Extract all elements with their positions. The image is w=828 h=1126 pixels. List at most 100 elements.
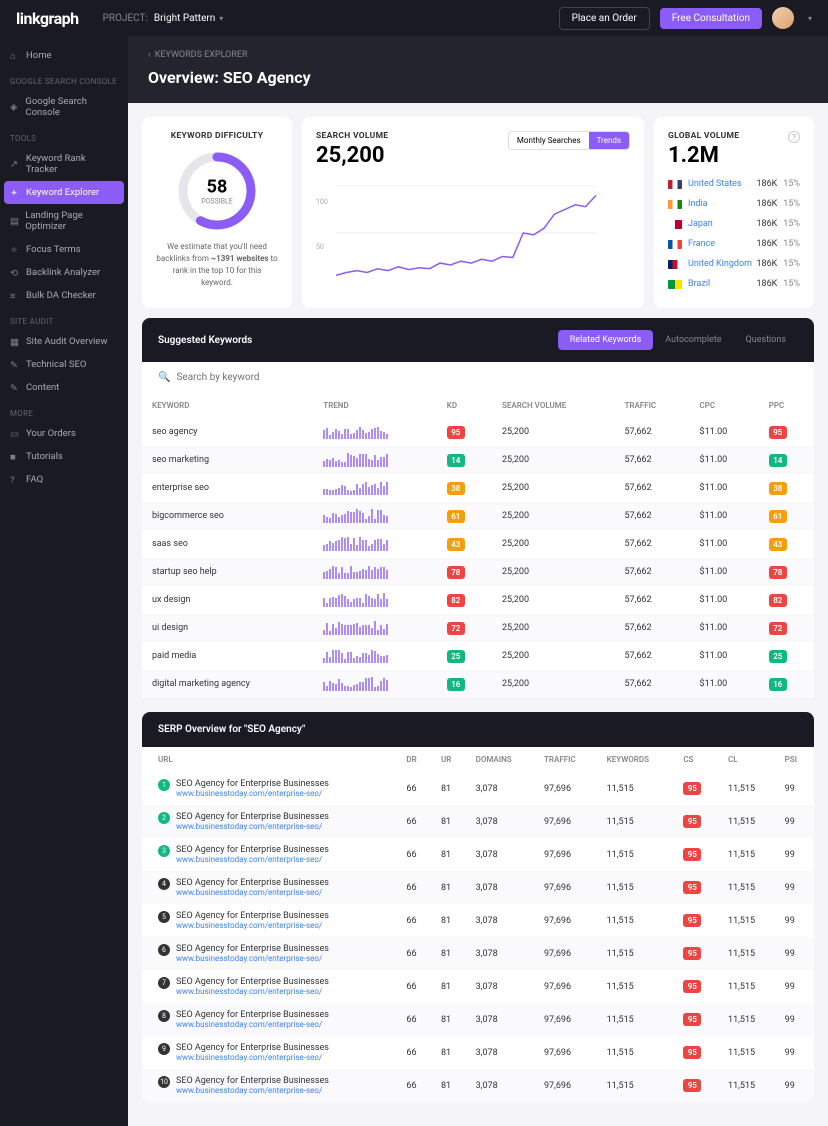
sidebar-item-landing-page-optimizer[interactable]: ▤ Landing Page Optimizer — [0, 204, 128, 238]
sv-cell: 25,200 — [492, 418, 614, 446]
place-order-button[interactable]: Place an Order — [559, 7, 650, 30]
sidebar-item-technical-seo[interactable]: ✎Technical SEO — [0, 353, 128, 376]
kd-badge: 38 — [447, 482, 465, 495]
home-icon: ⌂ — [10, 51, 20, 61]
keyword-row[interactable]: startup seo help7825,20057,662$11.0078 — [142, 558, 814, 586]
cpc-cell: $11.00 — [690, 474, 759, 502]
serp-row[interactable]: 6SEO Agency for Enterprise Businesseswww… — [142, 937, 814, 970]
keyword-row[interactable]: ui design7225,20057,662$11.0072 — [142, 614, 814, 642]
tab-questions[interactable]: Questions — [734, 330, 798, 350]
volume-tab-monthly-searches[interactable]: Monthly Searches — [509, 132, 589, 149]
country-row[interactable]: United States186K15% — [668, 174, 800, 194]
cs-badge: 95 — [683, 848, 701, 861]
keyword-row[interactable]: saas seo4325,20057,662$11.0043 — [142, 530, 814, 558]
sv-cell: 25,200 — [492, 530, 614, 558]
rank-badge: 4 — [158, 878, 170, 890]
sidebar-item-keyword-rank-tracker[interactable]: ↗Keyword Rank Tracker — [0, 147, 128, 181]
country-pct: 15% — [783, 279, 800, 289]
sidebar-item-your-orders[interactable]: ▭Your Orders — [0, 422, 128, 445]
difficulty-donut: 58 POSSIBLE — [177, 151, 257, 231]
back-icon[interactable]: ‹ — [148, 50, 151, 60]
serp-row[interactable]: 3SEO Agency for Enterprise Businesseswww… — [142, 838, 814, 871]
nav-label: Keyword Rank Tracker — [26, 153, 118, 175]
country-row[interactable]: Japan186K15% — [668, 214, 800, 234]
serp-row[interactable]: 7SEO Agency for Enterprise Businesseswww… — [142, 970, 814, 1003]
serp-row[interactable]: 9SEO Agency for Enterprise Businesseswww… — [142, 1036, 814, 1069]
serp-result-url: www.businesstoday.com/enterprise-seo/ — [176, 954, 329, 963]
keyword-row[interactable]: seo marketing1425,20057,662$11.0014 — [142, 446, 814, 474]
tab-autocomplete[interactable]: Autocomplete — [653, 330, 733, 350]
serp-result-url: www.businesstoday.com/enterprise-seo/ — [176, 888, 329, 897]
cs-badge: 95 — [683, 1013, 701, 1026]
sidebar-item-bulk-da-checker[interactable]: ≡Bulk DA Checker — [0, 284, 128, 307]
sidebar-item-google-search-console[interactable]: ◈Google Search Console — [0, 90, 128, 124]
trend-sparkline — [323, 509, 426, 523]
suggested-tabs: Related KeywordsAutocompleteQuestions — [558, 330, 798, 350]
card-title: SEARCH VOLUME — [316, 131, 388, 141]
country-row[interactable]: India186K15% — [668, 194, 800, 214]
rank-badge: 7 — [158, 977, 170, 989]
breadcrumb[interactable]: ‹ KEYWORDS EXPLORER — [128, 36, 828, 64]
faq-icon: ? — [10, 475, 20, 485]
country-name: United Kingdom — [688, 259, 756, 269]
keyword-row[interactable]: seo agency9525,20057,662$11.0095 — [142, 418, 814, 446]
serp-row[interactable]: 2SEO Agency for Enterprise Businesseswww… — [142, 805, 814, 838]
sidebar-item-backlink-analyzer[interactable]: ⟲Backlink Analyzer — [0, 261, 128, 284]
keyword-search-input[interactable] — [176, 372, 798, 383]
country-pct: 15% — [783, 239, 800, 249]
nav-label: Site Audit Overview — [26, 336, 107, 347]
keyword-row[interactable]: enterprise seo3825,20057,662$11.0038 — [142, 474, 814, 502]
landing-icon: ▤ — [10, 216, 19, 226]
volume-chart: 100 50 — [316, 178, 630, 288]
serp-result-url: www.businesstoday.com/enterprise-seo/ — [176, 921, 329, 930]
serp-row[interactable]: 5SEO Agency for Enterprise Businesseswww… — [142, 904, 814, 937]
serp-result-title: SEO Agency for Enterprise Businesses — [176, 944, 329, 954]
serp-row[interactable]: 4SEO Agency for Enterprise Businesseswww… — [142, 871, 814, 904]
card-title: GLOBAL VOLUME — [668, 131, 739, 141]
info-icon[interactable]: ? — [788, 131, 800, 143]
free-consultation-button[interactable]: Free Consultation — [660, 8, 762, 29]
nav-label: Focus Terms — [26, 244, 81, 255]
cpc-cell: $11.00 — [690, 530, 759, 558]
sidebar-item-faq[interactable]: ?FAQ — [0, 468, 128, 491]
kd-badge: 82 — [447, 594, 465, 607]
volume-tab-trends[interactable]: Trends — [589, 132, 629, 149]
sidebar-section-label: TOOLS — [0, 124, 128, 147]
keyword-row[interactable]: ux design8225,20057,662$11.0082 — [142, 586, 814, 614]
nav-label: Content — [26, 382, 59, 393]
keyword-row[interactable]: digital marketing agency1625,20057,662$1… — [142, 670, 814, 698]
keyword-row[interactable]: bigcommerce seo6125,20057,662$11.0061 — [142, 502, 814, 530]
serp-result-title: SEO Agency for Enterprise Businesses — [176, 1076, 329, 1086]
serp-row[interactable]: 8SEO Agency for Enterprise Businesseswww… — [142, 1003, 814, 1036]
user-avatar[interactable] — [772, 7, 794, 29]
sv-cell: 25,200 — [492, 670, 614, 698]
country-row[interactable]: United Kingdom186K15% — [668, 254, 800, 274]
sv-cell: 25,200 — [492, 642, 614, 670]
project-selector[interactable]: Bright Pattern — [154, 13, 215, 24]
sidebar-item-keyword-explorer[interactable]: ✦Keyword Explorer — [4, 181, 124, 204]
global-volume-card: GLOBAL VOLUME 1.2M ? United States186K15… — [654, 117, 814, 308]
sidebar-item-focus-terms[interactable]: ✧Focus Terms — [0, 238, 128, 261]
kd-badge: 25 — [447, 650, 465, 663]
kd-badge: 72 — [447, 622, 465, 635]
tab-related-keywords[interactable]: Related Keywords — [558, 330, 654, 350]
trend-sparkline — [323, 593, 426, 607]
nav-label: Landing Page Optimizer — [25, 210, 118, 232]
serp-row[interactable]: 10SEO Agency for Enterprise Businessesww… — [142, 1069, 814, 1102]
col-header: URL — [142, 747, 398, 772]
country-row[interactable]: Brazil186K15% — [668, 274, 800, 294]
country-row[interactable]: France186K15% — [668, 234, 800, 254]
keyword-row[interactable]: paid media2525,20057,662$11.0025 — [142, 642, 814, 670]
sidebar-item-site-audit-overview[interactable]: ▦Site Audit Overview — [0, 330, 128, 353]
nav-label: Bulk DA Checker — [26, 290, 96, 301]
country-value: 186K — [756, 179, 777, 189]
col-header: DOMAINS — [468, 747, 536, 772]
sv-cell: 25,200 — [492, 502, 614, 530]
serp-result-url: www.businesstoday.com/enterprise-seo/ — [176, 822, 329, 831]
sidebar-item-home[interactable]: ⌂ Home — [0, 44, 128, 67]
serp-row[interactable]: 1SEO Agency for Enterprise Businesseswww… — [142, 772, 814, 805]
sidebar-item-tutorials[interactable]: ■Tutorials — [0, 445, 128, 468]
sidebar-item-content[interactable]: ✎Content — [0, 376, 128, 399]
difficulty-estimate: We estimate that you'll need backlinks f… — [156, 241, 278, 289]
keyword-difficulty-card: KEYWORD DIFFICULTY 58 POSSIBLE We estima… — [142, 117, 292, 308]
